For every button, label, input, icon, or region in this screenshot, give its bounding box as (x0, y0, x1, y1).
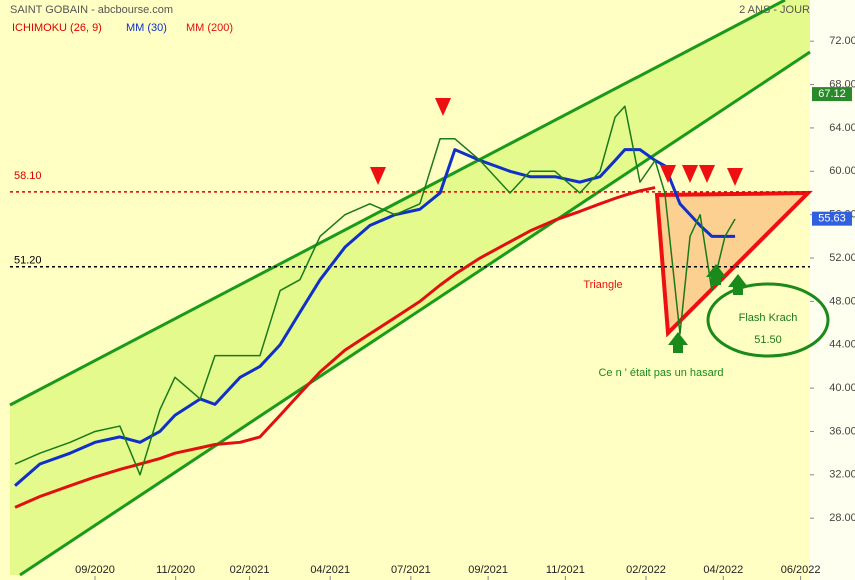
price-tag (812, 87, 852, 102)
down-arrow (699, 165, 715, 183)
y-tick-label: 48.00 (829, 295, 855, 307)
y-tick-label: 40.00 (829, 382, 855, 394)
channel (10, 0, 810, 575)
price-tag-label: 67.12 (818, 88, 846, 100)
y-tick-label: 52.00 (829, 252, 855, 264)
y-tick-label: 32.00 (829, 469, 855, 481)
y-tick-label: 28.00 (829, 512, 855, 524)
price-tag (812, 211, 852, 226)
y-tick-label: 44.00 (829, 339, 855, 351)
plot: 28.0032.0036.0040.0044.0048.0052.0056.00… (10, 35, 855, 580)
y-tick-label: 36.00 (829, 425, 855, 437)
y-tick-label: 72.00 (829, 35, 855, 47)
down-arrow (435, 98, 451, 116)
x-tick-label: 11/2020 (156, 564, 195, 576)
x-tick-label: 07/2021 (391, 564, 431, 576)
chart-title: SAINT GOBAIN - abcbourse.com (10, 4, 173, 16)
legend-entry: MM (30) (126, 22, 167, 34)
down-arrow (727, 168, 743, 186)
x-tick-label: 11/2021 (546, 564, 585, 576)
price-line (14, 105, 736, 476)
legend-entry: ICHIMOKU (26, 9) (12, 22, 102, 34)
arrows (370, 98, 743, 186)
chart-subtitle: 2 ANS - JOUR (739, 4, 810, 16)
x-tick-label: 02/2021 (230, 564, 270, 576)
price-tag-label: 55.63 (818, 213, 846, 225)
x-tick-label: 04/2022 (703, 564, 743, 576)
y-tick-label: 60.00 (829, 165, 855, 177)
moving-average (14, 148, 736, 487)
up-arrow (673, 345, 683, 353)
moving-average (14, 186, 656, 509)
down-arrow (682, 165, 698, 183)
annotation: 51.50 (754, 334, 782, 346)
channel-line (19, 50, 811, 577)
level-label: 58.10 (14, 170, 42, 182)
down-arrow (660, 165, 676, 183)
arrows (668, 264, 748, 353)
legend-entry: MM (200) (186, 22, 233, 34)
channel-line (9, 0, 786, 407)
annotation: Ce n ' était pas un hasard (598, 367, 723, 379)
highlight (706, 282, 830, 358)
up-arrow (668, 332, 688, 345)
annotation: Flash Krach (739, 312, 798, 324)
up-arrow (733, 287, 743, 295)
x-tick-label: 09/2021 (468, 564, 508, 576)
x-tick-label: 09/2020 (75, 564, 115, 576)
x-tick-label: 04/2021 (310, 564, 350, 576)
up-arrow (706, 264, 726, 277)
level-label: 51.20 (14, 255, 42, 267)
up-arrow (728, 274, 748, 287)
x-tick-label: 06/2022 (781, 564, 821, 576)
down-arrow (370, 167, 386, 185)
x-tick-label: 02/2022 (626, 564, 666, 576)
annotation: Triangle (583, 279, 622, 291)
up-arrow (711, 277, 721, 285)
y-tick-label: 64.00 (829, 122, 855, 134)
